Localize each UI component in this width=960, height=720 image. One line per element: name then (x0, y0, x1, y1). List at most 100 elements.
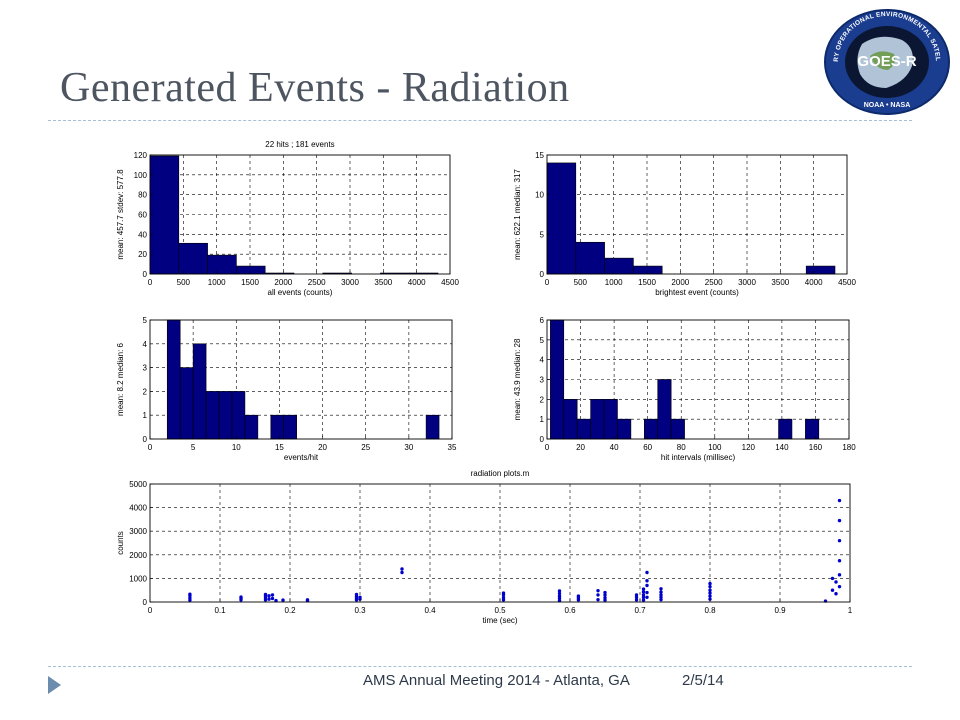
histogram-bar (236, 265, 266, 275)
scatter-point (659, 595, 663, 599)
x-tick-label: 4000 (408, 278, 426, 287)
x-tick-label: 2500 (308, 278, 326, 287)
x-tick-label: 60 (643, 443, 652, 452)
scatter-point (634, 598, 639, 602)
y-tick-label: 15 (535, 151, 544, 160)
y-tick-label: 0 (540, 435, 545, 444)
scatter-point (659, 593, 663, 597)
x-tick-label: 1000 (605, 278, 623, 287)
x-tick-label: 1000 (208, 278, 226, 287)
scatter-point (830, 576, 835, 581)
histogram-bar (205, 391, 220, 440)
x-axis-label: all events (counts) (268, 288, 333, 297)
scatter-point (188, 596, 192, 600)
histogram-bar (805, 265, 836, 275)
x-tick-label: 40 (610, 443, 619, 452)
scatter-point (659, 597, 663, 602)
scatter-point (830, 588, 835, 592)
scatter-point (270, 596, 275, 601)
x-tick-label: 3000 (341, 278, 359, 287)
plot-frame (149, 319, 453, 440)
x-tick-label: 0 (148, 606, 153, 615)
x-tick-label: 3500 (771, 278, 789, 287)
x-tick-label: 2000 (671, 278, 689, 287)
scatter-point (603, 590, 607, 595)
scatter-point (596, 593, 600, 597)
x-tick-label: 15 (275, 443, 284, 452)
histogram-bar (207, 254, 237, 275)
x-tick-label: 5 (191, 443, 196, 452)
chart-title: 22 hits ; 181 events (265, 140, 334, 149)
scatter-point (557, 589, 562, 593)
scatter-point (267, 594, 271, 598)
y-axis-label: mean: 457.7 stdev: 577.8 (116, 169, 125, 260)
x-tick-label: 80 (677, 443, 686, 452)
histogram-bar (576, 418, 591, 440)
histogram-bar (617, 418, 632, 440)
x-tick-label: 0.6 (564, 606, 576, 615)
histogram-bar (670, 418, 685, 440)
scatter-point (645, 570, 649, 575)
goes-r-logo: GOES-R GEOSTATIONARY OPERATIONAL ENVIRON… (820, 4, 950, 115)
scatter-point (645, 595, 649, 599)
x-axis-label: hit intervals (millisec) (661, 453, 736, 462)
scatter-point (603, 598, 607, 602)
scatter-point (837, 498, 842, 503)
y-tick-label: 120 (134, 151, 148, 160)
x-tick-label: 35 (448, 443, 457, 452)
scatter-point (641, 593, 646, 597)
y-tick-label: 0 (143, 270, 148, 279)
scatter-point (641, 590, 646, 594)
histogram-bar (805, 418, 820, 440)
scatter-point (501, 598, 506, 602)
scatter-point (281, 598, 285, 602)
x-tick-label: 1500 (638, 278, 656, 287)
x-tick-label: 4500 (441, 278, 459, 287)
x-tick-label: 0.5 (494, 606, 506, 615)
y-tick-label: 2000 (129, 551, 147, 560)
scatter-point (708, 584, 712, 589)
histogram-bar (218, 391, 233, 440)
x-tick-label: 0.2 (284, 606, 296, 615)
scatter-point (708, 591, 712, 595)
title-divider (48, 120, 912, 121)
scatter-point (645, 590, 649, 595)
scatter-point (634, 593, 639, 597)
histogram-bar (425, 414, 440, 440)
scatter-point (659, 590, 663, 594)
scatter-point (263, 592, 268, 597)
y-tick-label: 20 (138, 250, 147, 259)
histogram-bar (633, 265, 663, 275)
scatter-point (837, 518, 842, 523)
scatter-point (645, 579, 649, 583)
x-tick-label: 2000 (274, 278, 292, 287)
scatter-point (576, 594, 581, 598)
x-tick-label: 3000 (738, 278, 756, 287)
y-tick-label: 3 (143, 364, 148, 373)
scatter-point (641, 595, 646, 599)
histogram-bar (283, 414, 297, 440)
scatter-point (305, 598, 310, 602)
x-tick-label: 0.1 (214, 606, 226, 615)
y-tick-label: 0 (143, 598, 148, 607)
scatter-point (557, 594, 562, 598)
scatter-point (354, 592, 359, 597)
scatter-point (188, 592, 192, 596)
histogram-bar (270, 414, 285, 440)
histogram-bar (192, 343, 207, 440)
x-tick-label: 120 (742, 443, 756, 452)
scatter-point (274, 598, 278, 603)
x-tick-label: 0.9 (774, 606, 786, 615)
scatter-point (659, 587, 663, 591)
scatter-point (596, 597, 600, 602)
scatter-point (634, 595, 639, 599)
scatter-point (708, 594, 712, 598)
y-tick-label: 5 (540, 230, 545, 239)
x-tick-label: 500 (177, 278, 191, 287)
y-axis-label: mean: 43.9 median: 28 (513, 338, 522, 420)
plot-area (150, 484, 850, 602)
y-tick-label: 3000 (129, 527, 147, 536)
histogram-bar (550, 319, 565, 440)
x-tick-label: 4500 (838, 278, 856, 287)
